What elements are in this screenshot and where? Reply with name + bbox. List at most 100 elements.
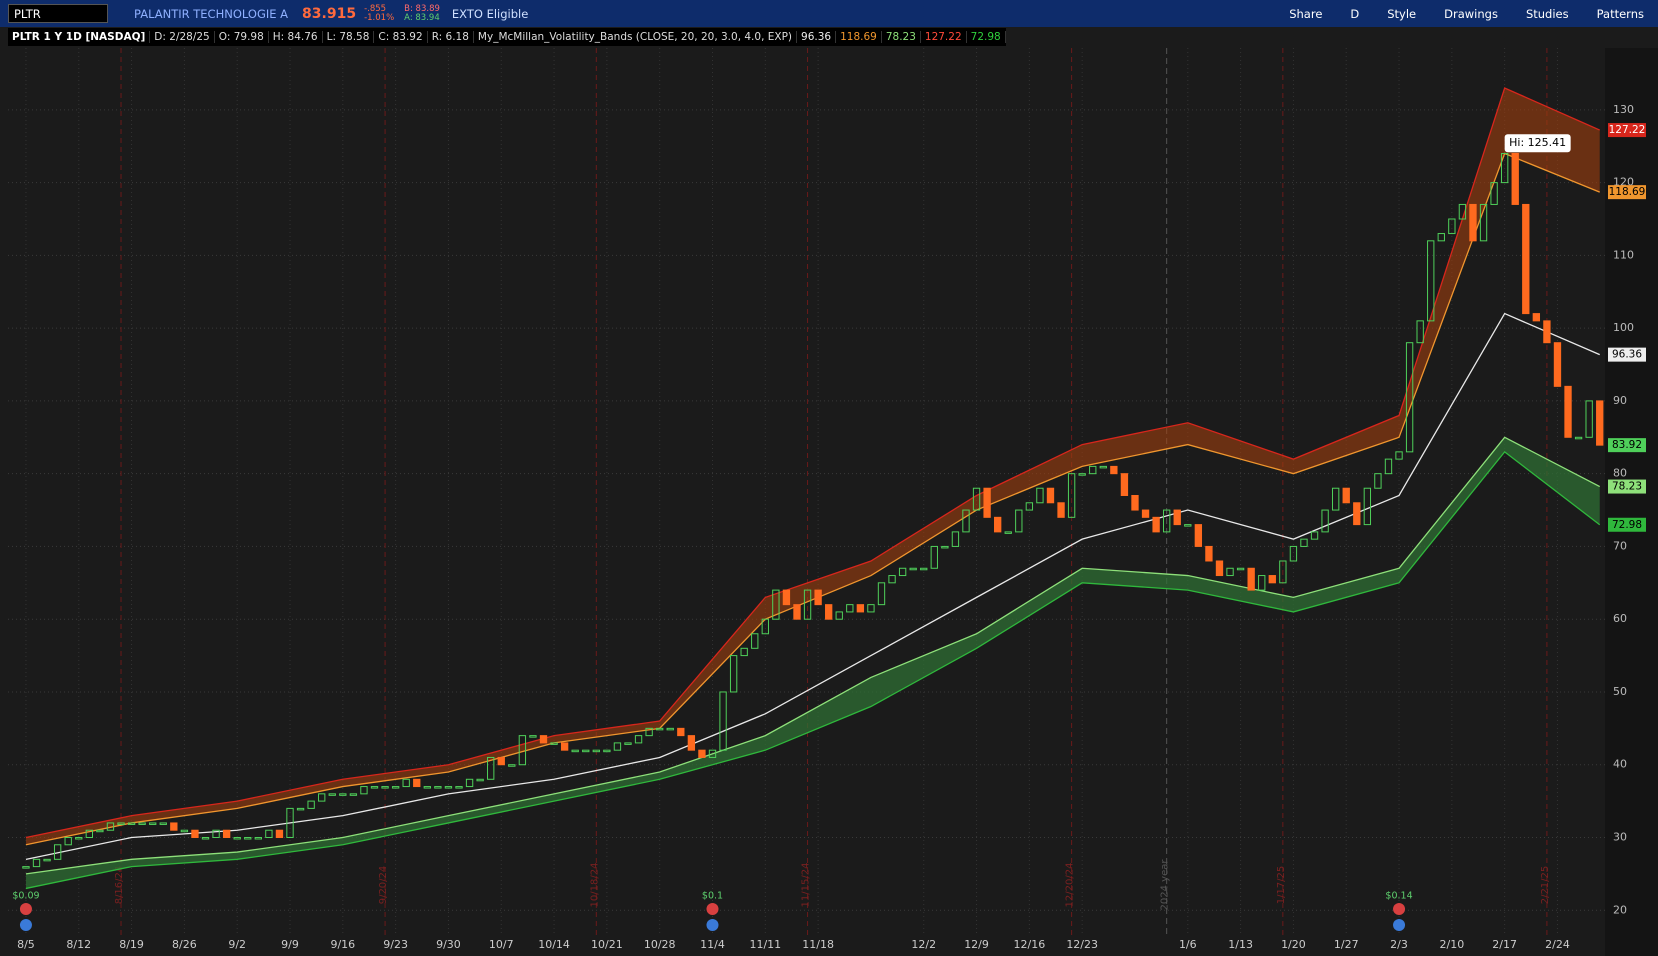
candle xyxy=(1163,509,1171,533)
x-tick-label: 12/9 xyxy=(964,938,989,951)
studies-button[interactable]: Studies xyxy=(1525,6,1569,21)
candle xyxy=(582,749,590,753)
candle xyxy=(1067,473,1076,518)
y-tick-label: 110 xyxy=(1613,248,1634,261)
expiration-label: 10/18/24 xyxy=(589,863,600,908)
y-tick-label: 80 xyxy=(1613,467,1627,480)
lower-band-fill xyxy=(25,437,1600,889)
x-tick-label: 12/16 xyxy=(1014,938,1046,951)
band-line xyxy=(25,450,1601,890)
candle xyxy=(1553,342,1562,387)
candle xyxy=(318,793,326,802)
candle xyxy=(1236,567,1245,571)
candle xyxy=(677,727,685,737)
band-line xyxy=(25,87,1600,839)
candle xyxy=(497,756,505,766)
x-tick-label: 2/10 xyxy=(1439,938,1464,951)
candle xyxy=(719,691,727,751)
candle xyxy=(1279,560,1287,584)
price-tag-label: 72.98 xyxy=(1612,519,1642,531)
candle xyxy=(201,836,210,840)
share-button[interactable]: Share xyxy=(1289,6,1323,21)
upper-band-fill xyxy=(25,88,1600,845)
patterns-button[interactable]: Patterns xyxy=(1596,6,1644,21)
candle xyxy=(920,567,928,571)
x-tick-label: 9/30 xyxy=(436,938,461,951)
candle xyxy=(244,836,252,840)
candle xyxy=(149,822,157,825)
candle xyxy=(487,756,495,780)
price-axis xyxy=(1605,48,1658,956)
candle xyxy=(1110,465,1118,475)
candle xyxy=(835,611,843,620)
toolbar: PLTR PALANTIR TECHNOLOGIE A 83.915 -.855… xyxy=(0,0,1658,27)
candle xyxy=(434,786,442,789)
candle xyxy=(1522,203,1530,315)
y-tick-label: 100 xyxy=(1613,321,1634,334)
price-tag-label: 78.23 xyxy=(1612,481,1642,493)
candle xyxy=(1078,473,1086,476)
legend-open: O: 79.98 xyxy=(215,31,269,43)
symbol-box[interactable]: PLTR xyxy=(8,4,108,23)
expiration-label: 2/21/25 xyxy=(1540,866,1551,905)
candle xyxy=(1427,240,1435,322)
candle xyxy=(1469,203,1477,242)
candle xyxy=(951,531,960,547)
y-tick-label: 90 xyxy=(1613,394,1627,407)
candle xyxy=(656,727,664,731)
candle xyxy=(381,786,389,789)
candle xyxy=(1331,487,1340,511)
candle xyxy=(1089,465,1097,475)
x-tick-label: 8/12 xyxy=(66,938,91,951)
candle xyxy=(233,836,241,840)
aggregation-button[interactable]: D xyxy=(1350,6,1360,21)
candle xyxy=(592,749,600,753)
candle xyxy=(1215,560,1224,577)
expiration-label: 9/20/24 xyxy=(378,866,389,905)
dividend-label: $0.1 xyxy=(702,891,723,902)
candle xyxy=(275,829,284,838)
price-tag xyxy=(1608,438,1646,453)
price-tag-label: 96.36 xyxy=(1612,349,1642,361)
y-tick-label: 30 xyxy=(1613,830,1627,843)
x-tick-label: 9/16 xyxy=(330,938,355,951)
candle xyxy=(1511,153,1519,205)
candle xyxy=(634,735,643,744)
candle xyxy=(43,858,51,862)
x-tick-label: 8/26 xyxy=(172,938,197,951)
legend-range: R: 6.18 xyxy=(428,31,474,43)
candle xyxy=(909,567,917,571)
candle xyxy=(170,822,178,831)
x-tick-label: 1/13 xyxy=(1228,938,1253,951)
event-icon xyxy=(1393,903,1406,915)
x-tick-label: 10/14 xyxy=(538,938,570,951)
legend-upper-outer: 127.22 xyxy=(921,31,967,43)
candle xyxy=(1057,502,1065,518)
x-tick-label: 9/2 xyxy=(228,938,246,951)
y-tick-label: 40 xyxy=(1613,758,1627,771)
candle xyxy=(1300,538,1308,547)
candle xyxy=(1004,531,1012,534)
price-tag-label: 83.92 xyxy=(1612,439,1642,451)
candle xyxy=(465,778,474,788)
candle xyxy=(729,655,738,693)
candle xyxy=(846,604,854,613)
x-tick-label: 12/2 xyxy=(911,938,936,951)
candle xyxy=(1342,487,1350,504)
high-label: Hi: 125.41 xyxy=(1509,136,1566,149)
style-button[interactable]: Style xyxy=(1387,6,1417,21)
x-tick-label: 1/6 xyxy=(1179,938,1197,951)
candle xyxy=(1194,524,1203,547)
x-tick-label: 11/11 xyxy=(749,938,781,951)
y-tick-label: 50 xyxy=(1613,685,1627,698)
candle xyxy=(624,742,632,745)
candle xyxy=(339,793,347,796)
candle xyxy=(138,822,146,825)
dividend-label: $0.14 xyxy=(1385,891,1412,902)
drawings-button[interactable]: Drawings xyxy=(1444,6,1498,21)
candle xyxy=(793,604,801,620)
candle xyxy=(360,786,368,795)
x-tick-label: 2/24 xyxy=(1545,938,1570,951)
candle xyxy=(254,836,262,840)
candle xyxy=(328,793,336,796)
